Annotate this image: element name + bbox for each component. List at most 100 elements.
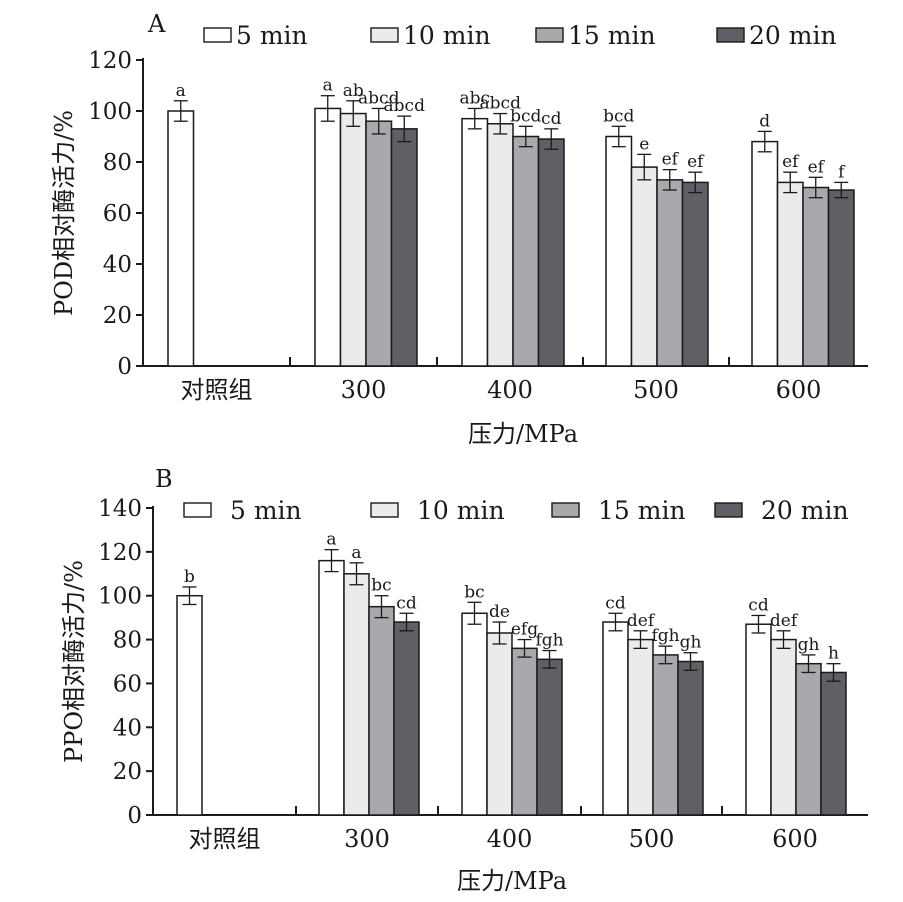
significance-label: abcd xyxy=(358,88,400,108)
bar xyxy=(770,638,797,816)
bar xyxy=(630,166,658,367)
significance-label: cd xyxy=(396,593,417,613)
bar xyxy=(314,107,342,367)
legend-label: 20 min xyxy=(749,21,837,50)
significance-label: h xyxy=(828,644,839,664)
legend-swatch xyxy=(203,27,232,43)
x-category-label: 300 xyxy=(341,376,387,404)
bar xyxy=(536,658,563,816)
significance-label: e xyxy=(639,134,649,154)
y-axis-title: PPO相对酶活力/% xyxy=(60,560,88,763)
significance-label: d xyxy=(759,111,770,131)
significance-label: b xyxy=(184,567,195,587)
significance-label: de xyxy=(489,602,510,622)
bar xyxy=(365,120,393,367)
y-tick-label: 0 xyxy=(117,354,132,380)
significance-label: ef xyxy=(808,157,826,177)
bar xyxy=(602,621,629,816)
legend-label: 15 min xyxy=(598,496,686,525)
significance-label: a xyxy=(351,543,361,563)
bar xyxy=(390,128,418,367)
bar xyxy=(393,621,420,816)
x-axis-title: 压力/MPa xyxy=(468,420,578,448)
y-tick-label: 80 xyxy=(113,628,142,654)
y-tick-label: 40 xyxy=(103,252,132,278)
significance-label: ef xyxy=(687,152,705,172)
x-category-label: 400 xyxy=(487,825,533,853)
x-axis-title: 压力/MPa xyxy=(457,867,567,895)
x-category-label: 400 xyxy=(487,376,533,404)
significance-label: abcd xyxy=(384,96,426,116)
y-tick-label: 40 xyxy=(113,715,142,741)
y-tick-label: 120 xyxy=(98,540,142,566)
significance-label: abc xyxy=(459,88,490,108)
significance-label: def xyxy=(770,611,799,631)
bar xyxy=(343,573,370,816)
bar xyxy=(751,140,779,367)
significance-label: bcd xyxy=(510,106,541,126)
significance-label: a xyxy=(326,530,336,550)
bar xyxy=(368,605,395,816)
significance-label: ab xyxy=(343,81,364,101)
bar xyxy=(461,612,488,816)
bar xyxy=(167,110,195,367)
bar xyxy=(627,638,654,816)
significance-label: ef xyxy=(662,150,680,170)
x-category-label: 600 xyxy=(772,825,818,853)
legend-label: 10 min xyxy=(417,496,505,525)
y-tick-label: 60 xyxy=(113,671,142,697)
significance-label: ef xyxy=(782,152,800,172)
bar xyxy=(745,623,772,816)
legend-label: 20 min xyxy=(761,496,849,525)
bar xyxy=(486,632,513,816)
x-category-label: 500 xyxy=(633,376,679,404)
panel-label: B xyxy=(155,465,173,493)
bar xyxy=(605,135,633,367)
bar xyxy=(512,135,540,367)
bar xyxy=(802,186,830,367)
significance-label: bcd xyxy=(603,106,634,126)
legend-label: 5 min xyxy=(230,496,302,525)
y-tick-label: 60 xyxy=(103,201,132,227)
bar xyxy=(461,117,489,367)
legend: 5 min 10 min 15 min 20 min xyxy=(183,496,849,525)
significance-label: fgh xyxy=(535,631,563,651)
bar xyxy=(820,671,847,816)
significance-label: efg xyxy=(511,620,538,640)
significance-label: abcd xyxy=(480,94,522,114)
bar xyxy=(339,112,367,367)
legend-swatch xyxy=(714,502,743,518)
bar xyxy=(318,559,345,816)
significance-label: fgh xyxy=(651,626,679,646)
y-tick-label: 0 xyxy=(127,803,142,829)
panel-label: A xyxy=(147,10,166,38)
legend-swatch xyxy=(370,502,399,518)
significance-label: cd xyxy=(748,595,769,615)
y-tick-label: 120 xyxy=(88,48,132,74)
bar xyxy=(176,594,203,816)
y-tick-label: 20 xyxy=(103,303,132,329)
legend-swatch xyxy=(535,27,564,43)
y-tick-label: 100 xyxy=(88,99,132,125)
x-category-label: 300 xyxy=(344,825,390,853)
y-tick-label: 20 xyxy=(113,759,142,785)
significance-label: def xyxy=(627,611,656,631)
legend-label: 15 min xyxy=(568,21,656,50)
significance-label: cd xyxy=(541,109,562,129)
x-category-label: 500 xyxy=(629,825,675,853)
chart-panel-b: 020406080100120140baabccdbcdeefgfghcddef… xyxy=(60,465,868,895)
bar xyxy=(677,660,704,816)
legend: 5 min 10 min 15 min 20 min xyxy=(203,21,837,50)
legend-label: 5 min xyxy=(236,21,308,50)
legend-swatch xyxy=(551,502,580,518)
bar xyxy=(486,123,514,367)
x-category-label: 600 xyxy=(776,376,822,404)
bar xyxy=(652,654,679,816)
legend-swatch xyxy=(716,27,745,43)
bar xyxy=(656,179,684,367)
y-tick-label: 80 xyxy=(103,150,132,176)
bar xyxy=(776,181,804,367)
significance-label: a xyxy=(323,76,333,96)
